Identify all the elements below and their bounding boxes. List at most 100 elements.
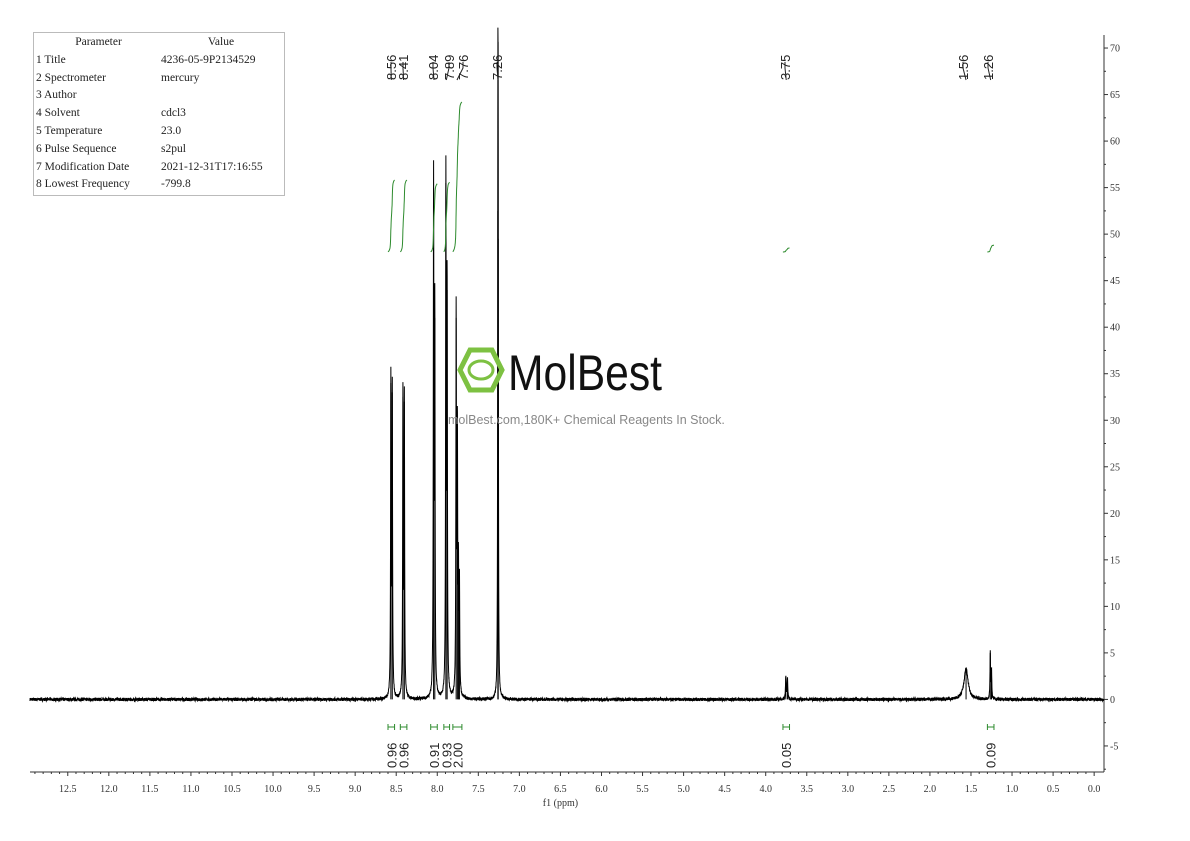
x-tick-label: 6.5 <box>554 784 567 795</box>
integral-curve <box>782 247 790 253</box>
x-tick-label: 10.5 <box>223 784 241 795</box>
y-tick-label: 50 <box>1110 230 1120 241</box>
x-tick-label: 11.0 <box>182 784 199 795</box>
integral-value: 2.00 <box>450 743 465 768</box>
parameter-row: 5 Temperature 23.0 <box>36 123 282 141</box>
molbest-logo-graphic: MolBest <box>457 345 662 401</box>
header-parameter: Parameter <box>75 36 122 48</box>
x-tick-label: 9.5 <box>308 784 321 795</box>
parameter-name: 6 Pulse Sequence <box>36 142 117 155</box>
y-tick-label: -5 <box>1110 741 1118 752</box>
x-tick-label: 9.0 <box>349 784 362 795</box>
peak-label-connector <box>456 62 464 81</box>
integral-bracket <box>430 724 438 730</box>
x-tick-label: 5.0 <box>677 784 690 795</box>
x-tick-label: 7.0 <box>513 784 526 795</box>
x-tick-label: 4.5 <box>718 784 731 795</box>
x-tick-label: 8.5 <box>390 784 403 795</box>
parameter-row: 2 Spectrometer mercury <box>36 70 282 88</box>
parameter-name: 8 Lowest Frequency <box>36 178 130 191</box>
peak-label-connector <box>496 62 499 81</box>
parameter-row: 7 Modification Date 2021-12-31T17:16:55 <box>36 159 282 177</box>
parameter-name: 4 Solvent <box>36 107 80 120</box>
x-tick-label: 3.0 <box>842 784 855 795</box>
parameter-row: 6 Pulse Sequence s2pul <box>36 141 282 159</box>
parameter-row: 3 Author <box>36 87 282 105</box>
peak-label-connector <box>402 62 405 81</box>
integral-bracket <box>387 724 396 730</box>
peak-label-connector <box>432 62 435 81</box>
y-tick-label: 40 <box>1110 323 1120 334</box>
parameter-value: cdcl3 <box>161 107 186 120</box>
peak-label-connector <box>987 62 992 81</box>
spectrum-line <box>29 27 1105 703</box>
y-tick-label: 65 <box>1110 90 1120 101</box>
integral-curve <box>399 179 408 253</box>
watermark-tagline: molBest.com,180K+ Chemical Reagents In S… <box>448 413 725 427</box>
integral-value: 0.09 <box>984 743 999 768</box>
parameter-name: 7 Modification Date <box>36 160 130 173</box>
parameter-name: 3 Author <box>36 89 77 102</box>
x-tick-label: 8.0 <box>431 784 444 795</box>
y-tick-label: 20 <box>1110 509 1120 520</box>
x-tick-label: 2.0 <box>924 784 937 795</box>
y-tick-label: 70 <box>1110 44 1120 55</box>
integral-curve <box>443 181 450 253</box>
y-tick-label: 60 <box>1110 137 1120 148</box>
y-tick-label: 10 <box>1110 602 1120 613</box>
integral-bracket <box>782 724 791 730</box>
integral-bracket <box>399 724 408 730</box>
parameter-row: 8 Lowest Frequency -799.8 <box>36 176 282 194</box>
y-tick-label: 5 <box>1110 648 1115 659</box>
parameter-value: 23.0 <box>161 124 182 137</box>
x-tick-label: 2.5 <box>883 784 896 795</box>
peak-label-connector <box>445 62 450 81</box>
x-tick-label: 7.5 <box>472 784 485 795</box>
integral-bracket <box>452 724 463 730</box>
y-tick-label: 45 <box>1110 276 1120 287</box>
svg-text:MolBest: MolBest <box>508 345 662 398</box>
integral-bracket <box>443 724 451 730</box>
parameter-name: 2 Spectrometer <box>36 71 106 84</box>
integral-value: 0.93 <box>440 743 455 768</box>
x-tick-label: 10.0 <box>264 784 282 795</box>
integral-curve <box>430 183 438 253</box>
parameter-value: -799.8 <box>161 178 191 191</box>
parameter-row: 4 Solvent cdcl3 <box>36 105 282 123</box>
y-tick-label: 0 <box>1110 695 1115 706</box>
parameter-name: 1 Title <box>36 53 66 66</box>
parameter-value: mercury <box>161 71 200 84</box>
parameter-row: 1 Title 4236-05-9P2134529 <box>36 52 282 70</box>
y-tick-label: 30 <box>1110 416 1120 427</box>
x-tick-label: 0.5 <box>1047 784 1060 795</box>
parameter-value: 2021-12-31T17:16:55 <box>161 160 263 173</box>
parameter-table-header: Parameter Value <box>36 34 282 52</box>
parameter-value: s2pul <box>161 142 186 155</box>
y-tick-label: 35 <box>1110 369 1120 380</box>
integral-curve <box>387 179 395 253</box>
x-tick-label: 0.0 <box>1088 784 1101 795</box>
x-tick-label: 3.5 <box>801 784 814 795</box>
y-tick-label: 15 <box>1110 555 1120 566</box>
parameter-name: 5 Temperature <box>36 124 103 137</box>
integral-value: 0.96 <box>384 743 399 768</box>
parameter-value: 4236-05-9P2134529 <box>161 53 256 66</box>
integral-bracket <box>986 724 995 730</box>
x-tick-label: 12.0 <box>100 784 118 795</box>
x-tick-label: 1.5 <box>965 784 978 795</box>
y-tick-label: 55 <box>1110 183 1120 194</box>
integral-value: 0.05 <box>779 743 794 768</box>
x-axis-label: f1 (ppm) <box>543 798 578 809</box>
x-tick-label: 6.0 <box>595 784 608 795</box>
x-tick-label: 5.5 <box>636 784 649 795</box>
header-value: Value <box>207 36 235 48</box>
peak-label-connector <box>962 62 967 81</box>
x-tick-label: 4.0 <box>759 784 772 795</box>
x-tick-label: 1.0 <box>1006 784 1019 795</box>
x-tick-label: 12.5 <box>59 784 77 795</box>
peak-label-connector <box>784 62 787 81</box>
integral-curve <box>452 101 463 252</box>
x-tick-label: 11.5 <box>141 784 158 795</box>
molbest-logo: MolBest <box>452 342 672 403</box>
